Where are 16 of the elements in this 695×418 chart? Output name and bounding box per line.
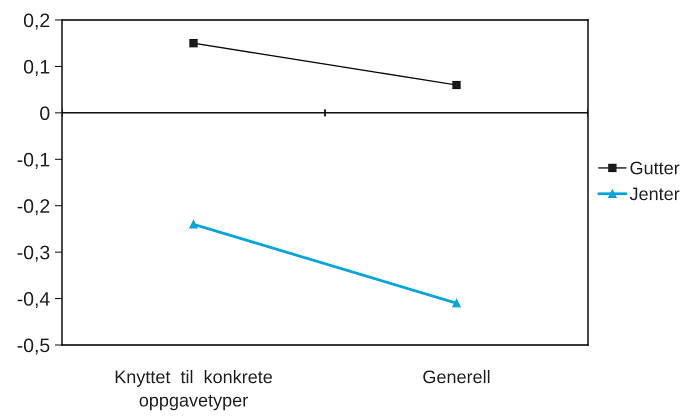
y-tick-label: 0,1 xyxy=(24,60,50,76)
legend-label: Jenter xyxy=(630,188,680,200)
point xyxy=(452,80,461,90)
point xyxy=(189,220,198,228)
x-tick-label: Generell xyxy=(423,370,490,384)
point xyxy=(452,299,461,308)
y-tick-label: 0 xyxy=(40,106,50,120)
y-tick-label: -0,3 xyxy=(18,246,50,262)
legend-label: Gutter xyxy=(630,162,680,174)
point xyxy=(189,39,198,48)
y-tick-label: -0,5 xyxy=(18,338,50,355)
y-tick-label: -0,4 xyxy=(18,292,50,308)
y-tick-label: 0,2 xyxy=(24,13,50,30)
y-tick-label: -0,2 xyxy=(18,199,50,216)
x-tick-label: Knyttet til konkrete oppgavetyper xyxy=(116,370,272,410)
y-tick-label: -0,1 xyxy=(18,152,50,169)
